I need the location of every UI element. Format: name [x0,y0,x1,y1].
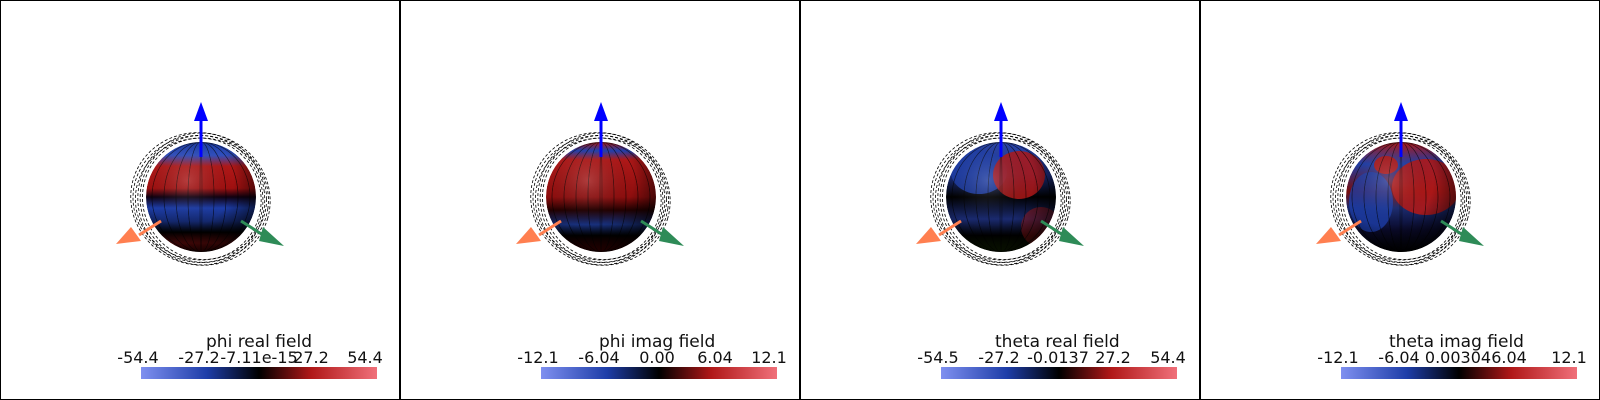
orientation-axes-x-arrow [916,227,941,244]
sphere-shading [946,142,1056,252]
streamline-loop [942,137,1062,260]
streamline-loop [937,132,1066,266]
axis-x-shaft [138,219,162,237]
orientation-axes [1316,102,1484,246]
sphere-scene-3[interactable] [801,1,1199,399]
streamline-loop [1330,132,1471,266]
sphere-scene-1[interactable] [1,1,399,399]
streamline-loop [1337,132,1466,266]
streamline-loop [939,135,1064,263]
streamline-loop [132,134,269,263]
orientation-axes-z-arrow [994,102,1008,121]
orientation-axes-y-arrow [1459,227,1484,246]
field-sphere [546,142,656,252]
streamline-loop [530,132,671,266]
sphere-shading [546,142,656,252]
sphere-scene-2[interactable] [401,1,799,399]
orientation-axes-y-arrow [259,227,284,246]
orientation-axes-x-arrow [116,227,141,244]
field-sphere [146,142,256,252]
field-sphere [946,142,1056,252]
axis-x-shaft [938,219,962,237]
streamline-loop [542,137,662,260]
orientation-axes [116,102,284,246]
streamline-loop [539,135,664,263]
streamline-loop [532,134,669,263]
streamline-shell [530,132,671,266]
streamline-loop [537,132,666,266]
axis-y-shaft [1440,219,1464,237]
field-sphere [1346,142,1456,252]
orientation-axes-z-arrow [594,102,608,121]
streamline-loop [1339,135,1464,263]
axis-x-shaft [538,219,562,237]
orientation-axes-x-arrow [516,227,541,244]
render-panel-1[interactable]: phi real field -54.4 -27.2 -7.11e-15 27.… [0,0,400,400]
sphere-shading [1346,142,1456,252]
orientation-axes-x-arrow [1316,227,1341,244]
streamline-loop [137,132,266,266]
axis-x-shaft [1338,219,1362,237]
orientation-axes-z-arrow [1394,102,1408,121]
axis-y-shaft [1040,219,1064,237]
render-panel-4[interactable]: theta imag field -12.1 -6.04 0.00304 6.0… [1200,0,1600,400]
streamline-loop [130,132,271,266]
axis-y-shaft [640,219,664,237]
render-panel-2[interactable]: phi imag field -12.1 -6.04 0.00 6.04 12.… [400,0,800,400]
render-panel-3[interactable]: theta real field -54.5 -27.2 -0.0137 27.… [800,0,1200,400]
streamline-loop [1332,134,1469,263]
streamline-loop [930,132,1071,266]
orientation-axes-z-arrow [194,102,208,121]
streamline-loop [932,134,1069,263]
axis-y-shaft [240,219,264,237]
streamline-loop [139,135,264,263]
streamline-loop [1342,137,1462,260]
orientation-axes [916,102,1084,246]
orientation-axes-y-arrow [659,227,684,246]
orientation-axes-y-arrow [1059,227,1084,246]
sphere-shading [146,142,256,252]
orientation-axes [516,102,684,246]
sphere-scene-4[interactable] [1201,1,1599,399]
streamline-loop [142,137,262,260]
